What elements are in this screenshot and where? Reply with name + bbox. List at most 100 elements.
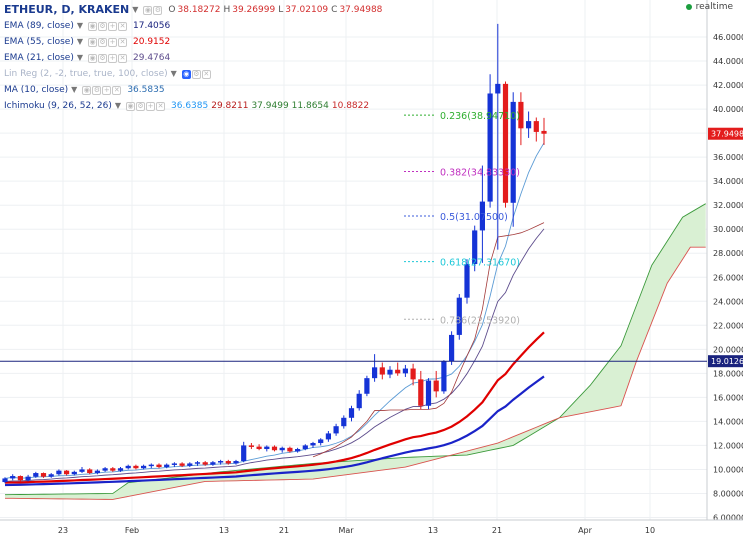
ohlc-h-value: 39.26999 xyxy=(232,5,276,15)
close-icon[interactable]: ✕ xyxy=(156,101,166,111)
ema-89-line xyxy=(4,375,545,487)
fib-level-label: 0.382(34.83330) xyxy=(440,168,520,179)
add-icon[interactable]: + xyxy=(102,85,112,95)
indicator-label[interactable]: Ichimoku (9, 26, 52, 26) xyxy=(4,101,112,111)
candle-body xyxy=(194,462,201,464)
candle-body xyxy=(479,201,485,231)
candle-body xyxy=(387,369,393,375)
chevron-down-icon[interactable]: ▼ xyxy=(114,101,122,110)
candle-body xyxy=(449,334,455,362)
chevron-down-icon[interactable]: ▼ xyxy=(71,85,78,94)
settings-icon[interactable]: ⚙ xyxy=(98,37,108,47)
y-tick-label: 12.00000 xyxy=(713,441,743,450)
candle-body xyxy=(87,469,93,474)
ohlc-o-label: O xyxy=(168,5,176,15)
settings-icon[interactable]: ⚙ xyxy=(136,101,146,111)
status-dot-icon xyxy=(685,4,692,10)
y-tick-label: 22.00000 xyxy=(713,321,743,330)
x-tick-label: Apr xyxy=(578,526,593,535)
ohlc-l-label: L xyxy=(278,5,284,15)
candle-body xyxy=(25,476,31,481)
horizontal-level-value: 19.0126 xyxy=(711,357,743,366)
candle-body xyxy=(56,470,62,475)
candle-body xyxy=(117,468,124,471)
chevron-down-icon[interactable]: ▼ xyxy=(76,37,84,46)
candle-body xyxy=(10,476,16,479)
indicator-value: 10.8822 xyxy=(331,101,370,111)
close-icon[interactable]: ✕ xyxy=(201,69,211,79)
x-tick-label: 13 xyxy=(219,526,229,535)
eye-icon[interactable]: ◉ xyxy=(143,5,153,15)
y-tick-label: 16.00000 xyxy=(713,393,743,402)
candle-body xyxy=(510,101,516,203)
candle-body xyxy=(541,130,547,134)
indicator-label[interactable]: EMA (21, close) xyxy=(4,53,74,63)
close-icon[interactable]: ✕ xyxy=(118,21,128,31)
ema-55-line xyxy=(4,331,545,484)
x-tick-label: 23 xyxy=(58,526,68,535)
settings-icon[interactable]: ⚙ xyxy=(98,21,108,31)
y-tick-label: 46.00000 xyxy=(713,33,743,42)
candle-body xyxy=(502,83,509,203)
add-icon[interactable]: + xyxy=(146,101,156,111)
close-icon[interactable]: ✕ xyxy=(112,85,122,95)
eye-icon[interactable]: ◉ xyxy=(82,85,92,95)
candle-body xyxy=(425,380,432,406)
x-tick-label: 13 xyxy=(428,526,438,535)
settings-icon[interactable]: ⚙ xyxy=(191,69,201,79)
y-tick-label: 24.00000 xyxy=(713,297,743,306)
chevron-down-icon[interactable]: ▼ xyxy=(132,5,139,14)
indicator-value: 11.8654 xyxy=(291,101,329,111)
indicator-controls: ◉ ⚙ + ✕ xyxy=(88,21,128,31)
eye-icon[interactable]: ◉ xyxy=(126,101,136,111)
y-tick-label: 34.00000 xyxy=(713,177,743,186)
eye-icon[interactable]: ◉ xyxy=(181,69,191,79)
settings-icon[interactable]: ⚙ xyxy=(98,53,108,63)
eye-icon[interactable]: ◉ xyxy=(88,21,98,31)
indicator-label[interactable]: Lin Reg (2, -2, true, true, 100, close) xyxy=(4,69,168,79)
indicator-value: 37.9499 xyxy=(251,101,289,111)
close-icon[interactable]: ✕ xyxy=(118,53,128,63)
candle-body xyxy=(356,393,362,409)
ichimoku-cloud xyxy=(4,203,706,500)
symbol-label[interactable]: ETHEUR, D, KRAKEN xyxy=(4,3,130,16)
add-icon[interactable]: + xyxy=(108,37,118,47)
eye-icon[interactable]: ◉ xyxy=(88,53,98,63)
y-tick-label: 20.00000 xyxy=(713,345,743,354)
candle-body xyxy=(141,465,147,469)
add-icon[interactable]: + xyxy=(108,53,118,63)
fib-level-label: 0.786(22.53920) xyxy=(440,315,520,326)
close-icon[interactable]: ✕ xyxy=(118,37,128,47)
settings-icon[interactable]: ⚙ xyxy=(92,85,102,95)
settings-icon[interactable]: ⚙ xyxy=(153,5,163,15)
candle-body xyxy=(526,121,532,129)
indicator-label[interactable]: EMA (89, close) xyxy=(4,21,74,31)
eye-icon[interactable]: ◉ xyxy=(88,37,98,47)
candle-body xyxy=(71,471,77,475)
symbol-controls: ◉ ⚙ xyxy=(143,5,163,15)
x-tick-label: Feb xyxy=(125,526,139,535)
indicator-value: 29.4764 xyxy=(133,53,171,63)
ohlc-c-label: C xyxy=(331,5,338,15)
add-icon[interactable]: + xyxy=(108,21,118,31)
candle-body xyxy=(164,464,170,468)
ma-10-line xyxy=(4,142,545,479)
ohlc-l-value: 37.02109 xyxy=(285,5,329,15)
candle-body xyxy=(125,465,131,469)
candle-body xyxy=(179,463,185,466)
chevron-down-icon[interactable]: ▼ xyxy=(170,69,177,78)
indicator-label[interactable]: EMA (55, close) xyxy=(4,37,74,47)
candle-body xyxy=(102,468,108,471)
chevron-down-icon[interactable]: ▼ xyxy=(76,53,84,62)
y-tick-label: 42.00000 xyxy=(713,81,743,90)
chart-legend: ETHEUR, D, KRAKEN ▼ ◉ ⚙ O 38.18272 H 39.269… xyxy=(4,2,385,114)
realtime-status: realtime xyxy=(685,2,733,12)
indicator-row: EMA (55, close) ▼ ◉ ⚙ + ✕ 20.9152 xyxy=(4,34,385,50)
y-tick-label: 32.00000 xyxy=(713,201,743,210)
candle-body xyxy=(395,369,401,374)
indicator-row: EMA (21, close) ▼ ◉ ⚙ + ✕ 29.4764 xyxy=(4,50,385,66)
indicator-label[interactable]: MA (10, close) xyxy=(4,85,69,95)
chevron-down-icon[interactable]: ▼ xyxy=(76,21,84,30)
y-tick-label: 8.00000 xyxy=(713,489,743,498)
